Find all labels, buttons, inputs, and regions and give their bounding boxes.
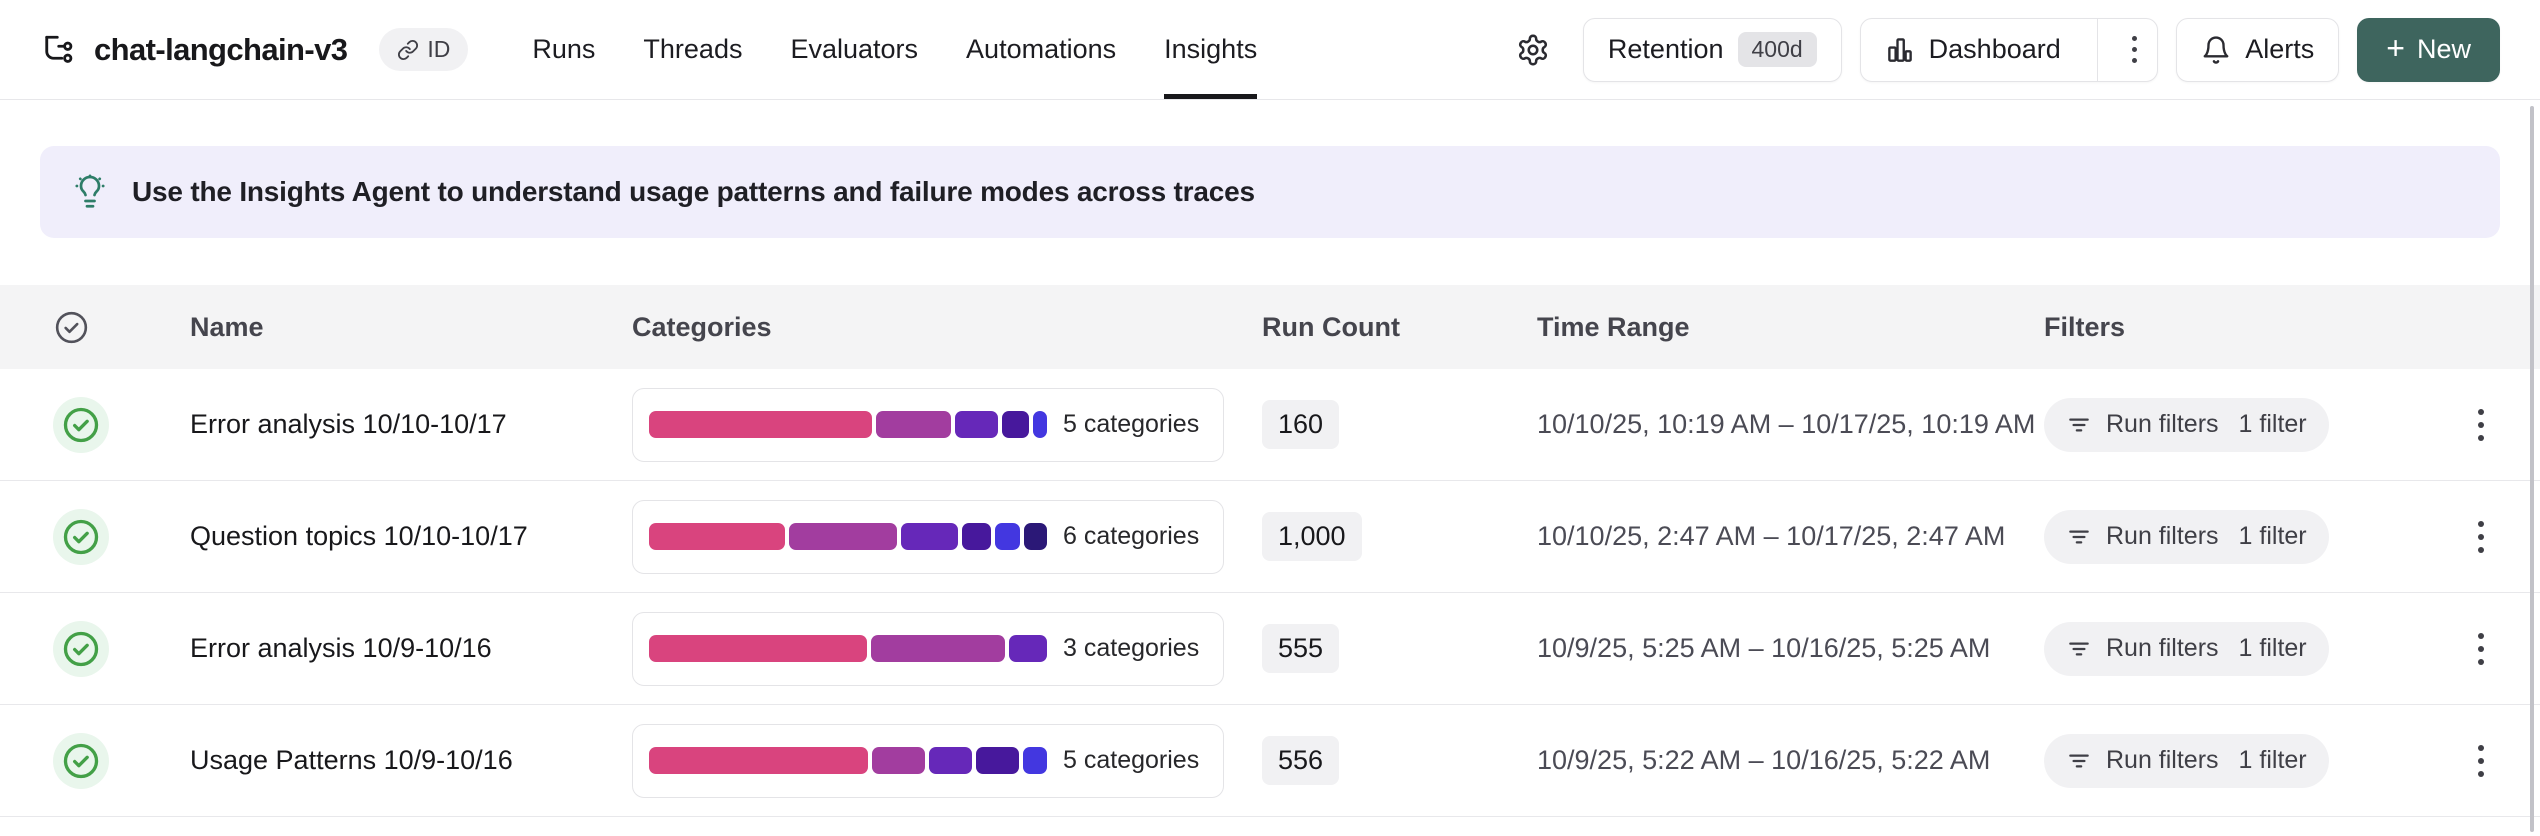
run-filters-pill[interactable]: Run filters 1 filter	[2044, 397, 2329, 452]
alerts-button[interactable]: Alerts	[2176, 17, 2340, 82]
table-header: Name Categories Run Count Time Range Fil…	[0, 285, 2540, 369]
status-complete-icon	[53, 620, 109, 677]
project-nav: Runs Threads Evaluators Automations Insi…	[532, 0, 1258, 99]
alerts-label: Alerts	[2245, 34, 2315, 64]
category-stacked-bar	[649, 523, 1047, 550]
project-header: chat-langchain-v3 ID	[40, 28, 469, 71]
category-stacked-bar	[649, 747, 1047, 774]
table-row: Error analysis 10/10-10/17 5 categories …	[0, 369, 2540, 481]
categories-preview[interactable]: 6 categories	[632, 499, 1224, 574]
category-stacked-bar	[649, 411, 1047, 438]
filter-label: Run filters	[2106, 634, 2219, 662]
retention-button[interactable]: Retention 400d	[1582, 17, 1842, 82]
filter-lines-icon	[2069, 417, 2089, 432]
run-filters-pill[interactable]: Run filters 1 filter	[2044, 621, 2329, 676]
filter-lines-icon	[2069, 753, 2089, 768]
filter-count: 1 filter	[2238, 746, 2307, 774]
tab-runs[interactable]: Runs	[532, 34, 596, 64]
status-complete-icon	[53, 508, 109, 565]
tab-threads[interactable]: Threads	[643, 34, 743, 64]
categories-count-label: 5 categories	[1063, 410, 1200, 438]
link-icon	[398, 39, 419, 60]
new-button[interactable]: + New	[2357, 17, 2500, 82]
status-complete-icon	[53, 732, 109, 789]
column-filters: Filters	[2044, 311, 2126, 342]
kebab-icon	[2132, 36, 2138, 41]
insight-name-link[interactable]: Error analysis 10/10-10/17	[190, 409, 507, 439]
retention-value-badge: 400d	[1737, 32, 1817, 67]
row-menu-button[interactable]	[2468, 735, 2494, 787]
project-id-label: ID	[427, 36, 451, 62]
table-row: Question topics 10/10-10/17 6 categories…	[0, 481, 2540, 593]
bar-chart-icon	[1887, 37, 1912, 62]
categories-count-label: 5 categories	[1063, 746, 1200, 774]
bell-icon	[2203, 35, 2229, 64]
table-row: Usage Patterns 10/9-10/16 5 categories 5…	[0, 705, 2540, 817]
filter-lines-icon	[2069, 641, 2089, 656]
filter-label: Run filters	[2106, 410, 2219, 438]
run-count-badge: 556	[1262, 736, 1340, 785]
tab-insights[interactable]: Insights	[1164, 0, 1258, 99]
row-menu-button[interactable]	[2468, 623, 2494, 675]
time-range-text: 10/10/25, 2:47 AM – 10/17/25, 2:47 AM	[1537, 521, 2006, 551]
status-complete-icon	[53, 396, 109, 453]
page-title: chat-langchain-v3	[94, 31, 348, 67]
insight-name-link[interactable]: Error analysis 10/9-10/16	[190, 633, 492, 663]
tab-evaluators[interactable]: Evaluators	[790, 34, 919, 64]
time-range-text: 10/10/25, 10:19 AM – 10/17/25, 10:19 AM	[1537, 409, 2036, 439]
filter-lines-icon	[2069, 529, 2089, 544]
table-row: Error analysis 10/9-10/16 3 categories 5…	[0, 593, 2540, 705]
new-label: New	[2416, 34, 2471, 64]
insight-name-link[interactable]: Question topics 10/10-10/17	[190, 521, 528, 551]
settings-button[interactable]	[1513, 30, 1553, 70]
button-divider	[2096, 18, 2099, 81]
tab-automations[interactable]: Automations	[966, 34, 1117, 64]
row-menu-button[interactable]	[2468, 511, 2494, 563]
dashboard-split-button: Dashboard	[1859, 17, 2159, 82]
insights-agent-banner: Use the Insights Agent to understand usa…	[40, 146, 2500, 238]
dashboard-label: Dashboard	[1928, 34, 2061, 64]
run-count-badge: 555	[1262, 624, 1340, 673]
category-stacked-bar	[649, 635, 1048, 662]
select-all-cell	[0, 309, 190, 346]
project-tree-icon	[40, 32, 76, 68]
column-categories: Categories	[632, 311, 772, 342]
column-run-count: Run Count	[1262, 311, 1400, 342]
categories-preview[interactable]: 5 categories	[632, 723, 1224, 798]
insight-name-link[interactable]: Usage Patterns 10/9-10/16	[190, 745, 513, 775]
filter-label: Run filters	[2106, 522, 2219, 550]
plus-icon: +	[2386, 30, 2405, 66]
categories-preview[interactable]: 5 categories	[632, 387, 1224, 462]
categories-preview[interactable]: 3 categories	[632, 611, 1224, 686]
dashboard-button[interactable]: Dashboard	[1861, 19, 2083, 81]
top-bar: chat-langchain-v3 ID Runs Threads Evalua…	[0, 0, 2540, 100]
row-menu-button[interactable]	[2468, 399, 2494, 451]
categories-count-label: 6 categories	[1063, 522, 1200, 550]
column-name: Name	[190, 311, 264, 342]
filter-count: 1 filter	[2238, 522, 2307, 550]
time-range-text: 10/9/25, 5:25 AM – 10/16/25, 5:25 AM	[1537, 633, 1991, 663]
gear-icon	[1518, 34, 1547, 65]
vertical-scrollbar[interactable]	[2530, 106, 2534, 832]
run-filters-pill[interactable]: Run filters 1 filter	[2044, 733, 2329, 788]
run-count-badge: 1,000	[1262, 512, 1362, 561]
filter-label: Run filters	[2106, 746, 2219, 774]
banner-text: Use the Insights Agent to understand usa…	[132, 176, 1255, 207]
circle-check-icon	[55, 311, 88, 343]
time-range-text: 10/9/25, 5:22 AM – 10/16/25, 5:22 AM	[1537, 745, 1991, 775]
run-count-badge: 160	[1262, 400, 1340, 449]
filter-count: 1 filter	[2238, 634, 2307, 662]
filter-count: 1 filter	[2238, 410, 2307, 438]
header-actions: Retention 400d Dashboard	[1513, 17, 2500, 82]
column-time-range: Time Range	[1537, 311, 1690, 342]
categories-count-label: 3 categories	[1063, 634, 1200, 662]
project-id-badge[interactable]: ID	[379, 28, 469, 71]
run-filters-pill[interactable]: Run filters 1 filter	[2044, 509, 2329, 564]
dashboard-menu-button[interactable]	[2112, 19, 2157, 81]
retention-label: Retention	[1607, 34, 1724, 64]
lightbulb-icon	[75, 174, 105, 208]
